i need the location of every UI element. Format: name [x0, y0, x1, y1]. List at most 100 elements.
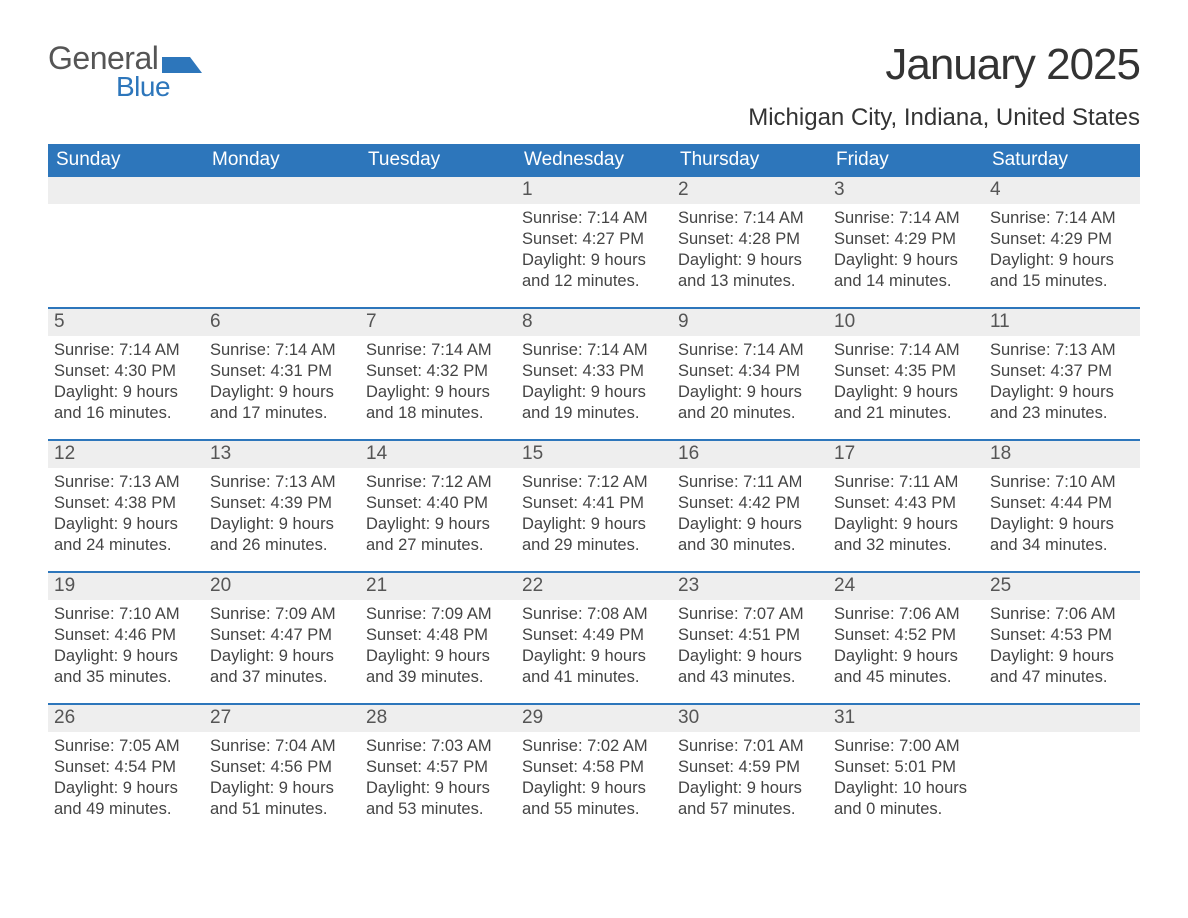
daylight-text: Daylight: 9 hours [210, 646, 354, 667]
day-cell: 2Sunrise: 7:14 AMSunset: 4:28 PMDaylight… [672, 177, 828, 307]
day-number: 20 [204, 573, 360, 600]
sunrise-text: Sunrise: 7:13 AM [54, 472, 198, 493]
day-body: Sunrise: 7:01 AMSunset: 4:59 PMDaylight:… [672, 732, 828, 828]
daylight-text: Daylight: 9 hours [366, 382, 510, 403]
day-number: 25 [984, 573, 1140, 600]
sunrise-text: Sunrise: 7:09 AM [210, 604, 354, 625]
day-body: Sunrise: 7:08 AMSunset: 4:49 PMDaylight:… [516, 600, 672, 696]
daylight-text: and 27 minutes. [366, 535, 510, 556]
day-body: Sunrise: 7:14 AMSunset: 4:27 PMDaylight:… [516, 204, 672, 300]
daylight-text: Daylight: 9 hours [834, 514, 978, 535]
sunrise-text: Sunrise: 7:01 AM [678, 736, 822, 757]
calendar-week: 19Sunrise: 7:10 AMSunset: 4:46 PMDayligh… [48, 571, 1140, 703]
logo: General Blue [48, 40, 202, 103]
day-number: 28 [360, 705, 516, 732]
day-number: 5 [48, 309, 204, 336]
day-cell: 14Sunrise: 7:12 AMSunset: 4:40 PMDayligh… [360, 441, 516, 571]
daylight-text: Daylight: 9 hours [522, 250, 666, 271]
day-body: Sunrise: 7:05 AMSunset: 4:54 PMDaylight:… [48, 732, 204, 828]
sunset-text: Sunset: 4:31 PM [210, 361, 354, 382]
day-number [984, 705, 1140, 732]
day-body: Sunrise: 7:10 AMSunset: 4:44 PMDaylight:… [984, 468, 1140, 564]
day-body: Sunrise: 7:12 AMSunset: 4:40 PMDaylight:… [360, 468, 516, 564]
daylight-text: Daylight: 9 hours [678, 646, 822, 667]
sunset-text: Sunset: 4:29 PM [990, 229, 1134, 250]
sunrise-text: Sunrise: 7:05 AM [54, 736, 198, 757]
day-body: Sunrise: 7:06 AMSunset: 4:53 PMDaylight:… [984, 600, 1140, 696]
day-body: Sunrise: 7:11 AMSunset: 4:42 PMDaylight:… [672, 468, 828, 564]
sunrise-text: Sunrise: 7:14 AM [210, 340, 354, 361]
daylight-text: Daylight: 9 hours [54, 646, 198, 667]
daylight-text: Daylight: 9 hours [366, 778, 510, 799]
daylight-text: and 26 minutes. [210, 535, 354, 556]
daylight-text: Daylight: 9 hours [210, 514, 354, 535]
daylight-text: and 13 minutes. [678, 271, 822, 292]
sunrise-text: Sunrise: 7:08 AM [522, 604, 666, 625]
sunrise-text: Sunrise: 7:12 AM [366, 472, 510, 493]
daylight-text: and 29 minutes. [522, 535, 666, 556]
sunset-text: Sunset: 4:46 PM [54, 625, 198, 646]
day-number: 14 [360, 441, 516, 468]
day-number: 31 [828, 705, 984, 732]
day-number: 17 [828, 441, 984, 468]
day-cell: 6Sunrise: 7:14 AMSunset: 4:31 PMDaylight… [204, 309, 360, 439]
sunset-text: Sunset: 4:27 PM [522, 229, 666, 250]
day-cell: 27Sunrise: 7:04 AMSunset: 4:56 PMDayligh… [204, 705, 360, 835]
sunset-text: Sunset: 4:40 PM [366, 493, 510, 514]
calendar-week: 5Sunrise: 7:14 AMSunset: 4:30 PMDaylight… [48, 307, 1140, 439]
calendar-week: 26Sunrise: 7:05 AMSunset: 4:54 PMDayligh… [48, 703, 1140, 835]
day-cell: 10Sunrise: 7:14 AMSunset: 4:35 PMDayligh… [828, 309, 984, 439]
sunrise-text: Sunrise: 7:11 AM [834, 472, 978, 493]
daylight-text: and 55 minutes. [522, 799, 666, 820]
sunrise-text: Sunrise: 7:04 AM [210, 736, 354, 757]
daylight-text: and 18 minutes. [366, 403, 510, 424]
day-number: 8 [516, 309, 672, 336]
location-text: Michigan City, Indiana, United States [748, 104, 1140, 132]
sunrise-text: Sunrise: 7:06 AM [834, 604, 978, 625]
day-number: 10 [828, 309, 984, 336]
day-cell: 21Sunrise: 7:09 AMSunset: 4:48 PMDayligh… [360, 573, 516, 703]
day-body: Sunrise: 7:14 AMSunset: 4:29 PMDaylight:… [984, 204, 1140, 300]
day-number: 24 [828, 573, 984, 600]
day-cell: 5Sunrise: 7:14 AMSunset: 4:30 PMDaylight… [48, 309, 204, 439]
sunset-text: Sunset: 4:38 PM [54, 493, 198, 514]
day-body: Sunrise: 7:04 AMSunset: 4:56 PMDaylight:… [204, 732, 360, 828]
sunset-text: Sunset: 4:49 PM [522, 625, 666, 646]
daylight-text: and 39 minutes. [366, 667, 510, 688]
sunset-text: Sunset: 4:48 PM [366, 625, 510, 646]
sunrise-text: Sunrise: 7:02 AM [522, 736, 666, 757]
day-body: Sunrise: 7:14 AMSunset: 4:35 PMDaylight:… [828, 336, 984, 432]
calendar-week: 1Sunrise: 7:14 AMSunset: 4:27 PMDaylight… [48, 177, 1140, 307]
daylight-text: Daylight: 9 hours [54, 514, 198, 535]
day-number: 22 [516, 573, 672, 600]
daylight-text: and 45 minutes. [834, 667, 978, 688]
sunset-text: Sunset: 4:42 PM [678, 493, 822, 514]
day-body: Sunrise: 7:06 AMSunset: 4:52 PMDaylight:… [828, 600, 984, 696]
day-body: Sunrise: 7:13 AMSunset: 4:38 PMDaylight:… [48, 468, 204, 564]
day-cell [48, 177, 204, 307]
day-number [48, 177, 204, 204]
day-body: Sunrise: 7:09 AMSunset: 4:47 PMDaylight:… [204, 600, 360, 696]
sunset-text: Sunset: 4:43 PM [834, 493, 978, 514]
sunrise-text: Sunrise: 7:11 AM [678, 472, 822, 493]
day-body: Sunrise: 7:14 AMSunset: 4:30 PMDaylight:… [48, 336, 204, 432]
daylight-text: Daylight: 9 hours [990, 382, 1134, 403]
daylight-text: and 30 minutes. [678, 535, 822, 556]
sunset-text: Sunset: 4:34 PM [678, 361, 822, 382]
header-saturday: Saturday [984, 144, 1140, 177]
sunset-text: Sunset: 4:41 PM [522, 493, 666, 514]
header-tuesday: Tuesday [360, 144, 516, 177]
daylight-text: and 41 minutes. [522, 667, 666, 688]
daylight-text: Daylight: 9 hours [522, 646, 666, 667]
day-cell: 19Sunrise: 7:10 AMSunset: 4:46 PMDayligh… [48, 573, 204, 703]
sunset-text: Sunset: 4:47 PM [210, 625, 354, 646]
sunset-text: Sunset: 4:51 PM [678, 625, 822, 646]
daylight-text: Daylight: 9 hours [522, 382, 666, 403]
day-cell: 17 Sunrise: 7:11 AMSunset: 4:43 PMDayligh… [828, 441, 984, 571]
daylight-text: and 19 minutes. [522, 403, 666, 424]
daylight-text: Daylight: 9 hours [522, 514, 666, 535]
day-cell: 4Sunrise: 7:14 AMSunset: 4:29 PMDaylight… [984, 177, 1140, 307]
day-cell: 15Sunrise: 7:12 AMSunset: 4:41 PMDayligh… [516, 441, 672, 571]
daylight-text: and 24 minutes. [54, 535, 198, 556]
day-number: 9 [672, 309, 828, 336]
